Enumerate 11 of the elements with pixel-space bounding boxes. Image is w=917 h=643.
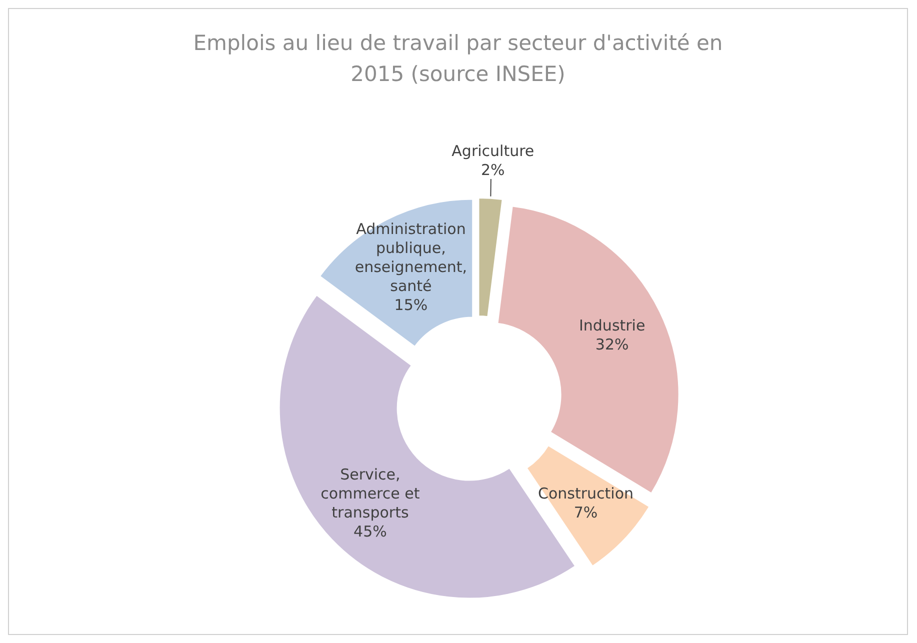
data-label: 2% [481, 160, 505, 179]
slice-label: Industrie [578, 316, 646, 335]
data-label: 15% [394, 296, 428, 314]
data-label: 32% [595, 336, 629, 354]
data-label: 7% [574, 503, 598, 522]
slice-label: Service, commerce et transports [320, 465, 420, 522]
data-label: 45% [354, 522, 387, 540]
slice-label: Construction [538, 484, 634, 502]
slice-label: Agriculture [452, 142, 534, 160]
chart-title: Emplois au lieu de travail par secteur d'activité en 2015 (source INSEE) [193, 31, 723, 86]
slice-label: Administration publique, enseignement, santé [354, 220, 468, 295]
